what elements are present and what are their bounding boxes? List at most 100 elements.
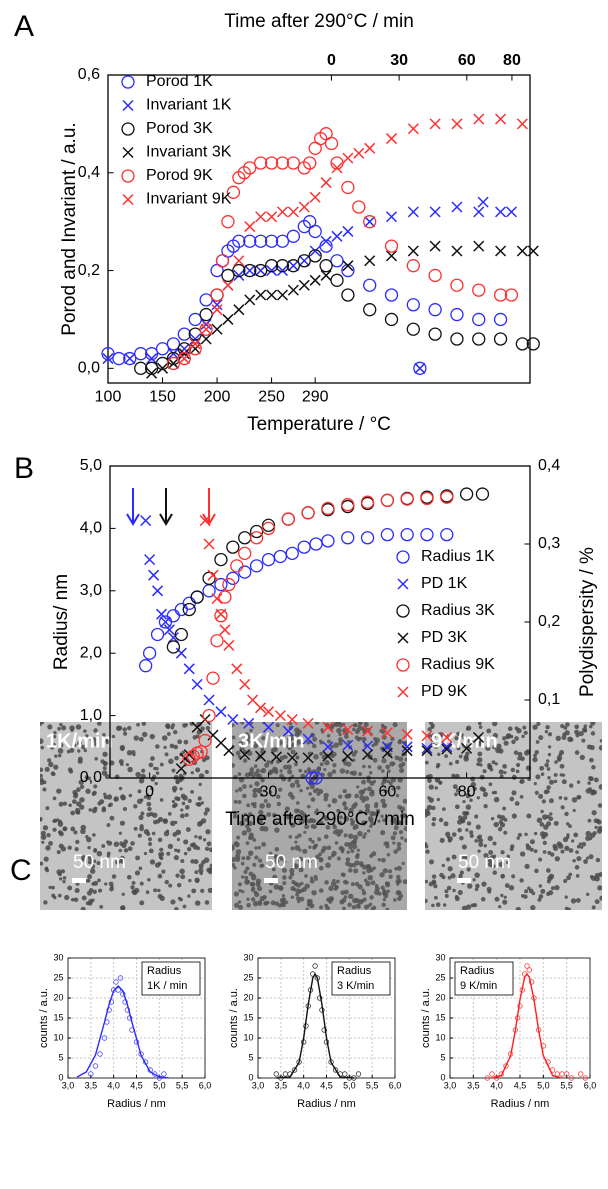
data-point [174,627,188,642]
data-point [175,763,187,775]
particle [47,724,53,730]
particle [254,855,259,860]
particle [290,737,295,741]
particle [265,802,272,809]
x-tick-label: 3,5 [467,1080,480,1090]
particle [57,726,61,731]
particle [287,778,291,782]
data-point [504,288,519,302]
data-point [287,260,299,272]
particle [241,830,248,836]
particle [284,806,290,812]
particle [364,803,371,809]
x-axis-title: Radius / nm [297,1098,356,1110]
particle [401,861,405,866]
particle [477,751,483,757]
particle [511,739,516,745]
particle [113,841,120,847]
particle [537,897,542,902]
particle [131,750,136,755]
particle [237,787,243,792]
particle [351,803,357,809]
data-point [200,333,212,345]
particle [381,902,386,908]
particle [179,813,185,819]
particle [240,861,245,866]
x-tick-label: 6,0 [389,1080,402,1090]
particle [443,821,449,827]
particle [456,746,461,751]
data-point [330,273,344,287]
particle [454,736,459,741]
particle [170,820,176,827]
particle [247,850,254,856]
data-point [254,156,268,170]
particle [476,796,480,800]
particle [256,742,261,747]
particle [503,830,508,835]
particle [126,725,132,731]
particle [131,880,136,885]
particle [246,827,252,833]
particle [492,744,497,750]
data-point [429,240,441,252]
particle [437,752,441,756]
data-point [568,1075,575,1081]
particle [52,734,57,739]
particle [96,861,101,866]
data-point [150,627,165,642]
particle [107,840,113,846]
particle [497,826,503,832]
particle [252,862,257,867]
particle [282,764,289,770]
x-tick-label: 5,0 [153,1080,166,1090]
particle [366,786,372,792]
particle [299,788,303,793]
particle [396,842,402,847]
particle [331,751,337,757]
data-point [407,245,419,257]
particle [77,749,81,753]
data-point [527,245,539,257]
data-point [239,678,251,690]
legend-marker [122,99,134,112]
particle [75,839,80,845]
particle [165,723,171,729]
particle [241,856,246,861]
particle [250,802,255,806]
particle [380,814,384,818]
particle [69,748,75,753]
particle [574,750,580,755]
particle [163,830,170,837]
data-point [381,727,393,739]
particle [295,892,300,897]
particle [52,827,57,832]
particle [48,885,52,889]
particle [252,900,259,907]
particle [98,888,103,893]
particle [357,884,363,890]
particle [502,736,507,741]
particle [450,873,456,879]
data-point [362,725,374,737]
particle [381,769,385,773]
particle [327,855,332,861]
particle [92,889,97,895]
particle [257,858,263,863]
particle [250,897,256,902]
particle [514,801,520,806]
particle [134,870,141,876]
data-point [309,771,323,785]
particle [289,782,296,788]
data-point [472,731,485,743]
data-point [230,559,244,573]
particle [574,729,580,735]
particle [533,849,538,854]
particle [351,904,357,910]
particle [363,722,369,727]
particle [70,810,76,816]
particle [396,846,402,851]
particle [120,746,125,752]
data-point [203,694,215,706]
particle [306,903,311,907]
